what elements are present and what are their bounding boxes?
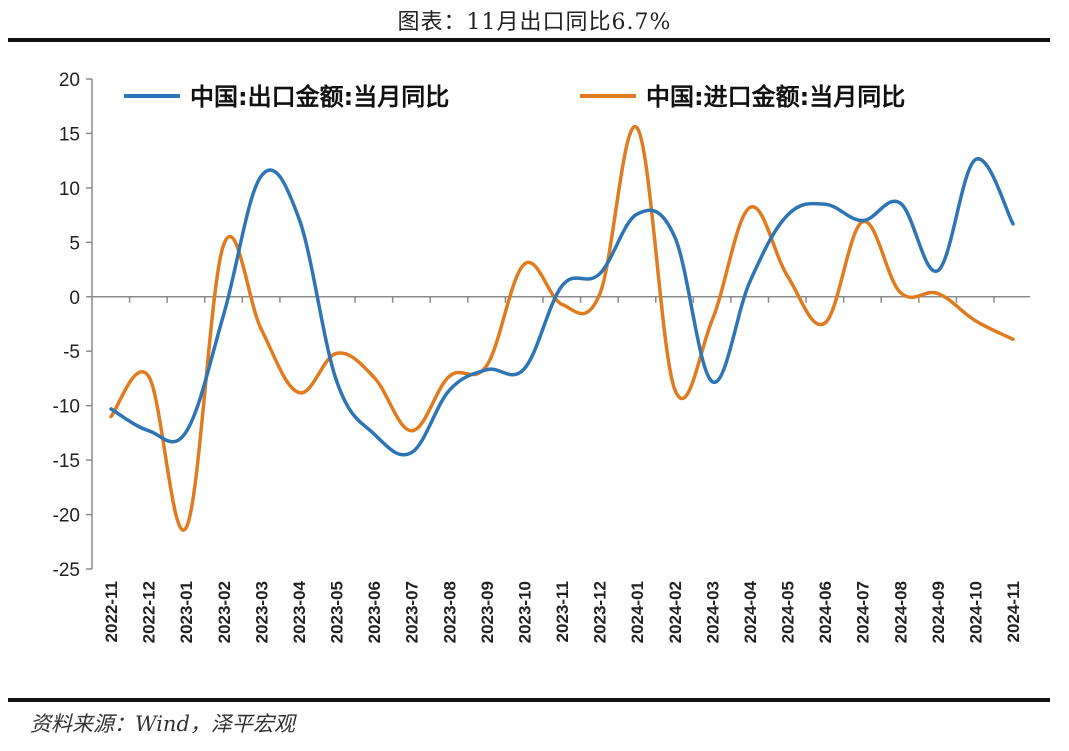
x-tick-label: 2024-02 (666, 581, 685, 643)
y-tick-label: 15 (59, 124, 80, 145)
y-tick-label: 5 (69, 233, 80, 254)
x-tick-label: 2024-09 (929, 581, 948, 643)
x-tick-label: 2024-08 (891, 581, 910, 643)
x-tick-label: 2024-10 (966, 581, 985, 643)
chart-title: 图表：11月出口同比6.7% (397, 10, 672, 35)
x-tick-label: 2024-05 (779, 581, 798, 643)
x-tick-label: 2022-12 (140, 581, 159, 643)
x-tick-label: 2023-01 (177, 581, 196, 643)
x-tick-label: 2023-03 (252, 581, 271, 643)
x-tick-label: 2024-01 (628, 581, 647, 643)
x-tick-label: 2024-03 (703, 581, 722, 643)
axes: 20 15 10 5 0 -5 -10 -15 -20 -25 2022-11 2022-12 2023… (53, 70, 1030, 643)
x-tick-label: 2022-11 (102, 581, 121, 642)
legend-import-label: 中国:进口金额:当月同比 (646, 83, 905, 111)
y-tick-label: 20 (59, 70, 80, 91)
x-tick-label: 2023-10 (515, 581, 534, 643)
x-tick-label: 2023-02 (215, 581, 234, 643)
export-series-line (109, 157, 1015, 457)
bottom-rule (8, 698, 1050, 702)
x-tick-label: 2023-11 (553, 581, 572, 642)
x-tick-label: 2023-12 (591, 581, 610, 643)
y-tick-label: -25 (53, 560, 80, 581)
y-tick-label: -20 (53, 506, 80, 527)
chart: 20 15 10 5 0 -5 -10 -15 -20 -25 2022-11 2022-12 2023… (53, 70, 1030, 643)
y-tick-label: -10 (53, 397, 80, 418)
x-tick-label: 2024-04 (741, 580, 760, 643)
x-tick-label: 2023-08 (440, 581, 459, 643)
x-tick-label: 2024-11 (1004, 581, 1023, 642)
x-tick-label: 2023-05 (328, 581, 347, 643)
legend: 中国:出口金额:当月同比 中国:进口金额:当月同比 (124, 83, 905, 111)
y-tick-label: -15 (53, 451, 80, 472)
legend-export-label: 中国:出口金额:当月同比 (190, 83, 449, 111)
y-tick-label: 10 (59, 179, 80, 200)
top-rule (8, 38, 1050, 42)
x-tick-label: 2023-07 (403, 581, 422, 643)
x-tick-label: 2023-04 (290, 580, 309, 643)
x-tick-label: 2023-09 (478, 581, 497, 643)
x-tick-label: 2023-06 (365, 581, 384, 643)
y-tick-label: 0 (69, 288, 80, 309)
x-tick-label: 2024-06 (816, 581, 835, 643)
import-series-line (109, 125, 1015, 532)
series-layer (109, 125, 1015, 532)
source-note: 资料来源：Wind，泽平宏观 (30, 712, 295, 736)
x-tick-label: 2024-07 (854, 581, 873, 643)
y-tick-label: -5 (63, 342, 80, 363)
